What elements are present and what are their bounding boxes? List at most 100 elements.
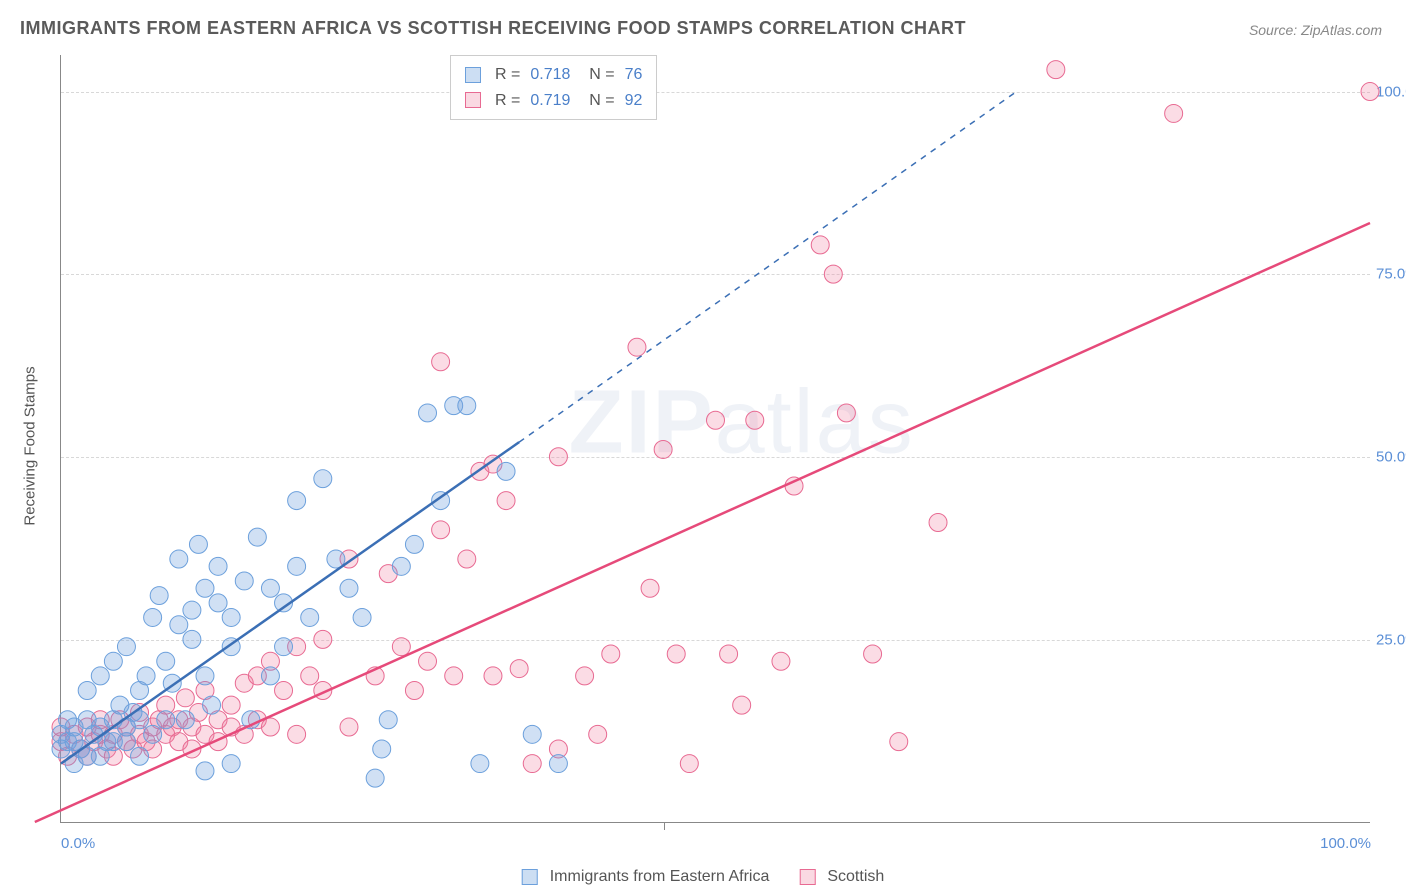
legend-swatch-icon (522, 869, 538, 885)
stat-r-value: 0.718 (530, 62, 570, 88)
data-point (301, 608, 319, 626)
data-point (340, 579, 358, 597)
pink-swatch-icon (465, 92, 481, 108)
data-point (288, 557, 306, 575)
blue-swatch-icon (465, 67, 481, 83)
legend-bottom: Immigrants from Eastern Africa Scottish (522, 868, 885, 886)
data-point (157, 711, 175, 729)
data-point (189, 535, 207, 553)
data-point (419, 404, 437, 422)
data-point (91, 667, 109, 685)
data-point (196, 762, 214, 780)
data-point (1165, 104, 1183, 122)
data-point (78, 682, 96, 700)
data-point (929, 514, 947, 532)
xtick (664, 822, 665, 830)
ytick-label: 100.0% (1376, 83, 1406, 100)
data-point (261, 667, 279, 685)
data-point (248, 528, 266, 546)
plot-area: ZIPatlas 25.0%50.0%75.0%100.0%0.0%100.0% (60, 55, 1370, 823)
ytick-label: 50.0% (1376, 449, 1406, 466)
data-point (445, 667, 463, 685)
data-point (209, 594, 227, 612)
data-point (288, 492, 306, 510)
data-point (589, 725, 607, 743)
stat-n-value: 92 (625, 88, 643, 114)
data-point (432, 353, 450, 371)
legend-label: Immigrants from Eastern Africa (550, 868, 770, 886)
data-point (340, 718, 358, 736)
data-point (471, 755, 489, 773)
data-point (497, 462, 515, 480)
data-point (392, 557, 410, 575)
data-point (824, 265, 842, 283)
data-point (680, 755, 698, 773)
data-point (203, 696, 221, 714)
data-point (366, 769, 384, 787)
data-point (144, 725, 162, 743)
data-point (864, 645, 882, 663)
data-point (772, 652, 790, 670)
chart-title: IMMIGRANTS FROM EASTERN AFRICA VS SCOTTI… (20, 18, 966, 39)
data-point (170, 550, 188, 568)
data-point (137, 667, 155, 685)
data-point (222, 755, 240, 773)
data-point (222, 608, 240, 626)
data-point (176, 711, 194, 729)
data-point (628, 338, 646, 356)
data-point (432, 521, 450, 539)
data-point (373, 740, 391, 758)
data-point (314, 470, 332, 488)
data-point (209, 557, 227, 575)
data-point (1361, 83, 1379, 101)
data-point (523, 755, 541, 773)
data-point (150, 587, 168, 605)
xtick-label: 100.0% (1320, 835, 1371, 852)
data-point (405, 682, 423, 700)
data-point (419, 652, 437, 670)
data-point (1047, 61, 1065, 79)
ytick-label: 25.0% (1376, 632, 1406, 649)
data-point (549, 755, 567, 773)
stat-r-label: R = (495, 62, 520, 88)
legend-swatch-icon (799, 869, 815, 885)
data-point (117, 638, 135, 656)
xtick-label: 0.0% (61, 835, 95, 852)
stat-r-label: R = (495, 88, 520, 114)
data-point (654, 440, 672, 458)
stat-n-label: N = (580, 88, 614, 114)
stats-row: R = 0.719 N = 92 (465, 88, 642, 114)
data-point (405, 535, 423, 553)
data-point (379, 711, 397, 729)
legend-item: Scottish (799, 868, 884, 886)
data-point (811, 236, 829, 254)
data-point (837, 404, 855, 422)
data-point (746, 411, 764, 429)
data-point (183, 630, 201, 648)
data-point (170, 616, 188, 634)
data-point (222, 696, 240, 714)
data-point (510, 660, 528, 678)
stat-n-label: N = (580, 62, 614, 88)
data-point (458, 550, 476, 568)
data-point (275, 682, 293, 700)
data-point (131, 747, 149, 765)
data-point (104, 652, 122, 670)
data-point (117, 733, 135, 751)
data-point (707, 411, 725, 429)
data-point (275, 638, 293, 656)
stat-n-value: 76 (625, 62, 643, 88)
data-point (261, 579, 279, 597)
data-point (602, 645, 620, 663)
legend-label: Scottish (827, 868, 884, 886)
data-point (353, 608, 371, 626)
data-point (458, 397, 476, 415)
data-point (576, 667, 594, 685)
stats-legend-box: R = 0.718 N = 76R = 0.719 N = 92 (450, 55, 657, 120)
trend-line (61, 442, 519, 763)
source-label: Source: ZipAtlas.com (1249, 22, 1382, 38)
data-point (484, 667, 502, 685)
data-point (733, 696, 751, 714)
data-point (261, 718, 279, 736)
data-point (288, 725, 306, 743)
